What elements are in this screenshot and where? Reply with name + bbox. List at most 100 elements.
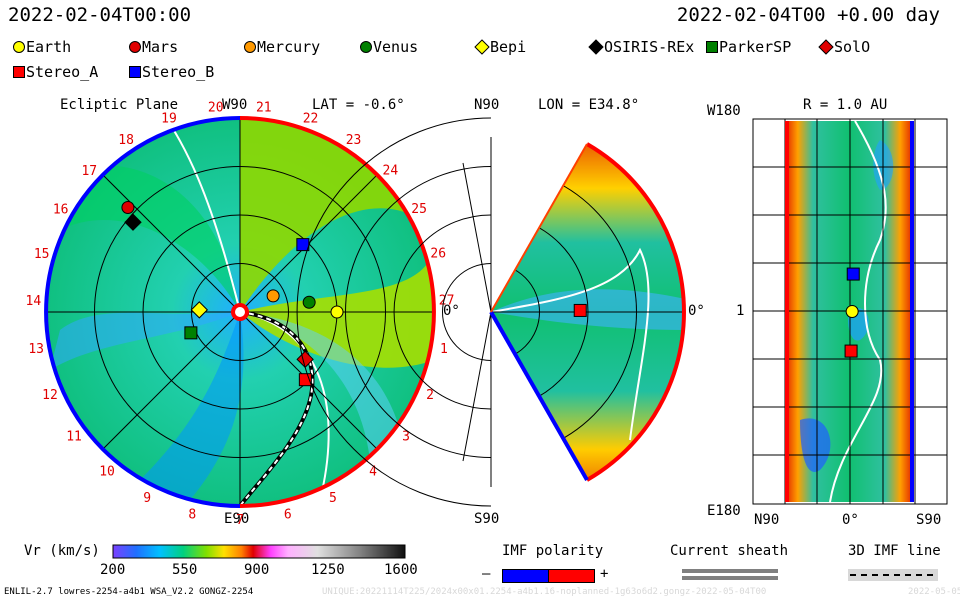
elapsed-time: 2022-02-04T00 +0.00 day [676, 4, 940, 26]
legend-item-mercury: Mercury [243, 38, 320, 56]
carrington-tick-8: 8 [188, 507, 196, 522]
square-icon [129, 66, 141, 78]
rpanel-x-tick-0: 0° [842, 512, 859, 528]
carrington-tick-17: 17 [81, 164, 97, 179]
legend-item-osiris-rex: OSIRIS-REx [588, 38, 694, 56]
carrington-tick-21: 21 [256, 100, 272, 115]
ecliptic-top-label: W90 [222, 97, 248, 113]
carrington-tick-11: 11 [66, 430, 82, 445]
meridional-lon-label: LON = E34.8° [538, 97, 640, 113]
legend-item-earth: Earth [12, 38, 71, 56]
rpanel-body-earth [845, 305, 859, 318]
colorbar-tick-900: 900 [244, 562, 270, 578]
rpanel-title: R = 1.0 AU [803, 97, 888, 113]
imf-polarity-label: IMF polarity [502, 543, 604, 559]
carrington-tick-25: 25 [411, 202, 427, 217]
ecliptic-body-mars [121, 200, 135, 214]
carrington-tick-19: 19 [161, 112, 177, 127]
carrington-tick-24: 24 [383, 164, 399, 179]
legend-item-stereo-a: Stereo_A [12, 63, 98, 81]
current-sheath-line-1 [682, 569, 778, 573]
ecliptic-body-earth [330, 305, 344, 319]
legend-item-parkersp: ParkerSP [705, 38, 791, 56]
rpanel-x-tick-s90: S90 [916, 512, 942, 528]
legend-item-solo: SolO [818, 38, 870, 56]
current-sheath-label: Current sheath [670, 543, 789, 559]
legend-item-stereo-b: Stereo_B [128, 63, 214, 81]
rpanel-mid-left-label: 1 [736, 303, 745, 319]
imf-minus: – [482, 566, 491, 582]
ecliptic-right-label: 0° [443, 303, 460, 319]
carrington-tick-2: 2 [426, 388, 434, 403]
imf-positive-swatch [548, 569, 595, 583]
ecliptic-body-mercury [266, 289, 280, 303]
meridional-bodies [573, 303, 587, 317]
colorbar-tick-1600: 1600 [384, 562, 418, 578]
imf-line-label: 3D IMF line [848, 543, 941, 559]
carrington-tick-13: 13 [28, 342, 44, 357]
circle-icon [13, 41, 25, 53]
rpanel-bodies [844, 267, 860, 358]
carrington-tick-20: 20 [208, 100, 224, 115]
colorbar-tick-200: 200 [100, 562, 126, 578]
legend-item-venus: Venus [359, 38, 418, 56]
imf-line-sample [848, 569, 938, 581]
carrington-tick-18: 18 [118, 133, 134, 148]
rpanel-top-left-label: W180 [707, 103, 741, 119]
colorbar-tick-1250: 1250 [311, 562, 345, 578]
watermark: UNIQUE:20221114T225/2024x00x01.2254-a4b1… [322, 587, 767, 597]
meridional-top-label: N90 [474, 97, 500, 113]
ecliptic-body-parkersp [184, 326, 198, 340]
carrington-tick-15: 15 [34, 247, 50, 262]
circle-icon [129, 41, 141, 53]
carrington-tick-14: 14 [26, 294, 42, 309]
colorbar-label: Vr (km/s) [24, 543, 100, 559]
ecliptic-body-bepi [190, 301, 209, 319]
date-stamp: 2022-05-05 [908, 587, 960, 597]
diamond-icon [818, 39, 834, 55]
carrington-tick-23: 23 [346, 133, 362, 148]
ecliptic-title: Ecliptic Plane [60, 97, 179, 113]
carrington-tick-7: 7 [236, 513, 244, 528]
ecliptic-lat-label: LAT = -0.6° [312, 97, 405, 113]
colorbar-tick-550: 550 [172, 562, 198, 578]
imf-plus: + [600, 566, 609, 582]
legend-item-bepi: Bepi [474, 38, 526, 56]
rpanel-x-tick-n90: N90 [754, 512, 780, 528]
carrington-tick-12: 12 [42, 388, 58, 403]
model-info: ENLIL-2.7 lowres-2254-a4b1 WSA_V2.2 GONG… [4, 587, 254, 597]
diamond-icon [588, 39, 604, 55]
carrington-tick-4: 4 [369, 465, 377, 480]
rpanel-bottom-left-label: E180 [707, 503, 741, 519]
colorbar [112, 544, 406, 559]
carrington-tick-1: 1 [440, 342, 448, 357]
rpanel-body-stereo-a [844, 344, 858, 358]
carrington-tick-5: 5 [329, 491, 337, 506]
ecliptic-body-venus [302, 295, 316, 309]
ecliptic-bottom-label: E90 [224, 511, 250, 527]
circle-icon [360, 41, 372, 53]
ecliptic-body-osiris-rex [124, 213, 142, 231]
diamond-icon [474, 39, 490, 55]
current-sheath-line-2 [682, 576, 778, 580]
carrington-tick-22: 22 [303, 111, 319, 126]
carrington-tick-10: 10 [99, 465, 115, 480]
carrington-tick-6: 6 [284, 507, 292, 522]
imf-negative-swatch [502, 569, 549, 583]
circle-icon [244, 41, 256, 53]
carrington-tick-9: 9 [143, 491, 151, 506]
rpanel-body-stereo-b [846, 267, 860, 281]
carrington-tick-3: 3 [402, 430, 410, 445]
meridional-body-stereo-a [573, 303, 587, 317]
square-icon [13, 66, 25, 78]
timestamp: 2022-02-04T00:00 [8, 4, 192, 26]
carrington-tick-26: 26 [430, 246, 446, 261]
legend-item-mars: Mars [128, 38, 178, 56]
meridional-right-label: 0° [688, 303, 705, 319]
carrington-tick-16: 16 [53, 203, 69, 218]
square-icon [706, 41, 718, 53]
meridional-bottom-label: S90 [474, 511, 500, 527]
